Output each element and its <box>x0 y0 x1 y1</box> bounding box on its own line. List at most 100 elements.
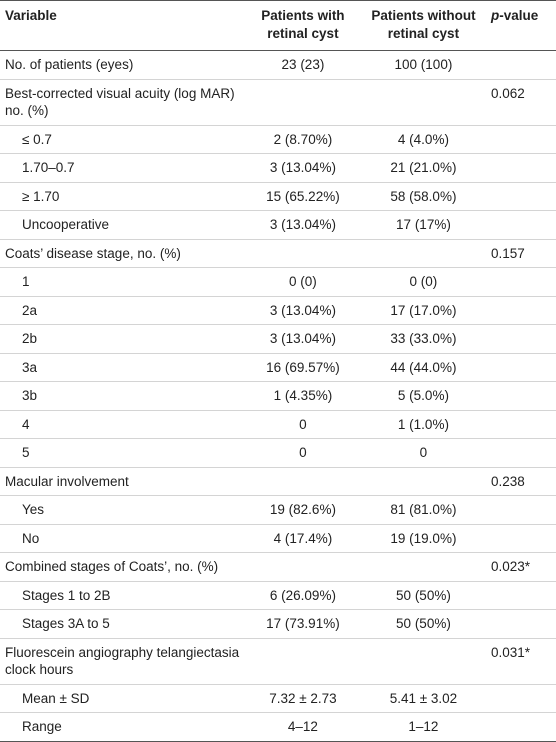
cell: 0.031* <box>486 638 556 685</box>
cell: 50 (50%) <box>360 581 486 610</box>
header-cell: Patients with retinal cyst <box>245 0 361 51</box>
cell: 0 (0) <box>360 267 486 297</box>
cell: 1–12 <box>408 719 439 734</box>
cell: 7.32 ± 2.73 <box>245 684 361 713</box>
cell: 19 (19.0%) <box>360 524 486 553</box>
sub-row: 1.70–0.7 3 (13.04%) 21 (21.0%) <box>0 153 556 183</box>
cell <box>245 638 361 685</box>
cell: 4–12 <box>287 719 318 734</box>
cell: 3 (13.04%) <box>245 324 361 354</box>
cell: 4 <box>0 410 245 439</box>
cell: 16 (69.57%) <box>245 353 361 382</box>
cell <box>486 267 556 297</box>
cell: 6 (26.09%) <box>245 581 361 610</box>
cell: 3 (13.04%) <box>245 153 361 183</box>
cell: 1 <box>0 267 245 297</box>
cell <box>360 239 486 268</box>
row: Coats’ disease stage, no. (%) 0.157 <box>0 239 556 268</box>
cell: ≥ 1.70 <box>0 182 245 211</box>
cell <box>486 153 556 183</box>
cell: 50 (50%) <box>360 609 486 639</box>
cell: 23 (23) <box>245 50 361 80</box>
cell: 33 (33.0%) <box>360 324 486 354</box>
cell <box>486 324 556 354</box>
cell: 17 (73.91%) <box>245 609 361 639</box>
cell <box>245 79 361 126</box>
cell <box>486 125 556 154</box>
cell <box>245 552 361 582</box>
sub-row: Stages 1 to 2B 6 (26.09%) 50 (50%) <box>0 581 556 610</box>
cell <box>486 495 556 525</box>
sub-row: No 4 (17.4%) 19 (19.0%) <box>0 524 556 553</box>
row: Fluorescein angiography telangiectasia c… <box>0 638 556 685</box>
cell <box>486 353 556 382</box>
cell: 5 <box>0 438 245 468</box>
cell <box>486 50 556 80</box>
sub-row: Range 4–12 1–12 <box>0 713 556 742</box>
cell: 1.70–0.7 <box>0 153 245 183</box>
cell: No <box>0 524 245 553</box>
cell: 4 (17.4%) <box>245 524 361 553</box>
cell <box>486 296 556 325</box>
cell <box>486 713 556 742</box>
cell <box>360 79 486 126</box>
row: Best-corrected visual acuity (log MAR) n… <box>0 79 556 126</box>
cell: 2a <box>0 296 245 325</box>
cell <box>360 467 486 496</box>
cell: Best-corrected visual acuity (log MAR) n… <box>0 79 245 126</box>
row: Macular involvement 0.238 <box>0 467 556 496</box>
header-cell: p-value <box>486 0 556 51</box>
cell: 5.41 ± 3.02 <box>360 684 486 713</box>
cell <box>486 381 556 411</box>
cell <box>245 239 361 268</box>
table-header: Variable Patients with retinal cyst Pati… <box>0 0 556 51</box>
cell: 58 (58.0%) <box>360 182 486 211</box>
cell <box>486 524 556 553</box>
cell <box>360 638 486 685</box>
cell: 0 <box>360 438 486 468</box>
cell: 0 (0) <box>245 267 361 297</box>
cell <box>486 210 556 240</box>
cell: 17 (17.0%) <box>360 296 486 325</box>
cell <box>486 438 556 468</box>
cell: 2 (8.70%) <box>245 125 361 154</box>
header-cell: Patients without retinal cyst <box>360 0 486 51</box>
sub-row: Yes 19 (82.6%) 81 (81.0%) <box>0 495 556 525</box>
cell: No. of patients (eyes) <box>0 50 245 80</box>
cell: 0 <box>245 410 361 439</box>
cell: 17 (17%) <box>360 210 486 240</box>
cell <box>486 684 556 713</box>
sub-row: 2b 3 (13.04%) 33 (33.0%) <box>0 324 556 354</box>
cell: 0.062 <box>486 79 556 126</box>
cell <box>486 182 556 211</box>
cell: 1 (4.35%) <box>245 381 361 411</box>
sub-row: Uncooperative 3 (13.04%) 17 (17%) <box>0 210 556 240</box>
sub-row: 2a 3 (13.04%) 17 (17.0%) <box>0 296 556 325</box>
cell: 100 (100) <box>360 50 486 80</box>
cell: Fluorescein angiography telangiectasia c… <box>0 638 245 685</box>
cell: Mean ± SD <box>0 684 245 713</box>
cell: 15 (65.22%) <box>245 182 361 211</box>
header-row: Variable Patients with retinal cyst Pati… <box>0 0 556 51</box>
cell: Combined stages of Coats’, no. (%) <box>0 552 245 582</box>
cell: 4 (4.0%) <box>360 125 486 154</box>
cell: Stages 3A to 5 <box>0 609 245 639</box>
cell: 3a <box>0 353 245 382</box>
sub-row: Stages 3A to 5 17 (73.91%) 50 (50%) <box>0 609 556 639</box>
cell: 0 <box>245 438 361 468</box>
cell: Coats’ disease stage, no. (%) <box>0 239 245 268</box>
cell: ≤ 0.7 <box>0 125 245 154</box>
cell: 0.238 <box>486 467 556 496</box>
cell <box>486 410 556 439</box>
cell: 3 (13.04%) <box>245 210 361 240</box>
cell: Yes <box>0 495 245 525</box>
cell: 1 (1.0%) <box>360 410 486 439</box>
cell <box>486 609 556 639</box>
cell: 3b <box>0 381 245 411</box>
cell <box>360 552 486 582</box>
